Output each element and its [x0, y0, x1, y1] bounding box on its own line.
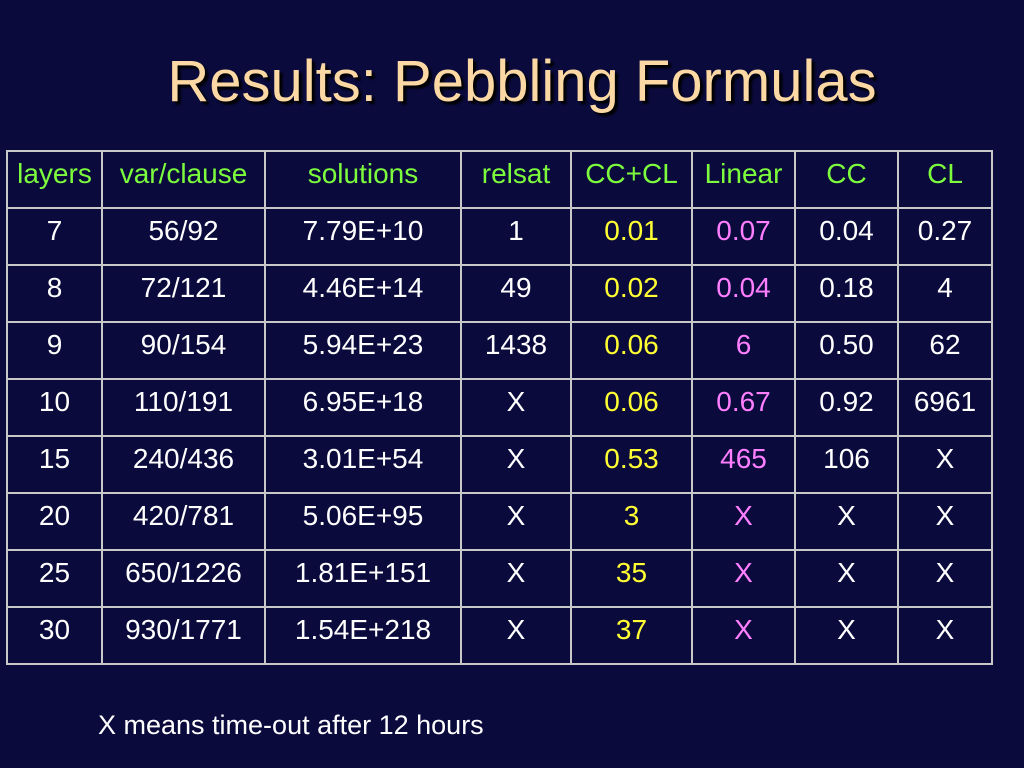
cell-solutions: 5.94E+23 — [264, 321, 462, 380]
cell-relsat: 49 — [460, 264, 572, 323]
cell-linear: X — [691, 492, 796, 551]
table-row: 20 420/781 5.06E+95 X 3 X X X — [6, 492, 993, 551]
table-row: 10 110/191 6.95E+18 X 0.06 0.67 0.92 6961 — [6, 378, 993, 437]
column-header-layers: layers — [6, 150, 103, 209]
cell-cc-cl: 0.06 — [570, 378, 693, 437]
cell-solutions: 1.54E+218 — [264, 606, 462, 665]
cell-solutions: 4.46E+14 — [264, 264, 462, 323]
cell-solutions: 7.79E+10 — [264, 207, 462, 266]
table-row: 7 56/92 7.79E+10 1 0.01 0.07 0.04 0.27 — [6, 207, 993, 266]
table-row: 8 72/121 4.46E+14 49 0.02 0.04 0.18 4 — [6, 264, 993, 323]
cell-solutions: 5.06E+95 — [264, 492, 462, 551]
table-row: 25 650/1226 1.81E+151 X 35 X X X — [6, 549, 993, 608]
footnote: X means time-out after 12 hours — [98, 710, 484, 740]
cell-relsat: 1438 — [460, 321, 572, 380]
cell-var-clause: 650/1226 — [101, 549, 266, 608]
cell-cl: X — [897, 606, 993, 665]
cell-cc-cl: 0.53 — [570, 435, 693, 494]
cell-cl: 6961 — [897, 378, 993, 437]
cell-var-clause: 90/154 — [101, 321, 266, 380]
cell-cc: 0.04 — [794, 207, 899, 266]
column-header-cc: CC — [794, 150, 899, 209]
cell-var-clause: 240/436 — [101, 435, 266, 494]
cell-relsat: X — [460, 492, 572, 551]
cell-cc-cl: 0.06 — [570, 321, 693, 380]
cell-linear: X — [691, 549, 796, 608]
cell-var-clause: 930/1771 — [101, 606, 266, 665]
cell-cc: X — [794, 606, 899, 665]
column-header-linear: Linear — [691, 150, 796, 209]
cell-layers: 7 — [6, 207, 103, 266]
cell-cc-cl: 3 — [570, 492, 693, 551]
cell-relsat: X — [460, 378, 572, 437]
cell-linear: X — [691, 606, 796, 665]
column-header-solutions: solutions — [264, 150, 462, 209]
cell-cc-cl: 0.02 — [570, 264, 693, 323]
cell-var-clause: 72/121 — [101, 264, 266, 323]
slide-title: Results: Pebbling Formulas — [167, 49, 877, 114]
cell-var-clause: 56/92 — [101, 207, 266, 266]
cell-layers: 10 — [6, 378, 103, 437]
cell-cc-cl: 35 — [570, 549, 693, 608]
cell-cc: 0.50 — [794, 321, 899, 380]
cell-layers: 30 — [6, 606, 103, 665]
column-header-var-clause: var/clause — [101, 150, 266, 209]
cell-cc: 106 — [794, 435, 899, 494]
cell-cl: X — [897, 492, 993, 551]
cell-solutions: 6.95E+18 — [264, 378, 462, 437]
cell-layers: 20 — [6, 492, 103, 551]
table-header-row: layers var/clause solutions relsat CC+CL Line… — [6, 150, 993, 209]
column-header-relsat: relsat — [460, 150, 572, 209]
cell-solutions: 1.81E+151 — [264, 549, 462, 608]
cell-cc: X — [794, 492, 899, 551]
column-header-cl: CL — [897, 150, 993, 209]
cell-cl: 62 — [897, 321, 993, 380]
column-header-cc-cl: CC+CL — [570, 150, 693, 209]
cell-cc: 0.92 — [794, 378, 899, 437]
cell-relsat: 1 — [460, 207, 572, 266]
cell-layers: 9 — [6, 321, 103, 380]
cell-relsat: X — [460, 549, 572, 608]
cell-solutions: 3.01E+54 — [264, 435, 462, 494]
table-row: 30 930/1771 1.54E+218 X 37 X X X — [6, 606, 993, 665]
cell-cc-cl: 37 — [570, 606, 693, 665]
cell-cl: 0.27 — [897, 207, 993, 266]
cell-linear: 0.67 — [691, 378, 796, 437]
results-table: layers var/clause solutions relsat CC+CL Line… — [6, 150, 993, 665]
cell-linear: 0.07 — [691, 207, 796, 266]
cell-layers: 8 — [6, 264, 103, 323]
cell-cc-cl: 0.01 — [570, 207, 693, 266]
cell-relsat: X — [460, 435, 572, 494]
cell-cc: 0.18 — [794, 264, 899, 323]
cell-layers: 15 — [6, 435, 103, 494]
cell-cl: 4 — [897, 264, 993, 323]
cell-cl: X — [897, 549, 993, 608]
table-row: 15 240/436 3.01E+54 X 0.53 465 106 X — [6, 435, 993, 494]
cell-linear: 6 — [691, 321, 796, 380]
cell-var-clause: 420/781 — [101, 492, 266, 551]
cell-var-clause: 110/191 — [101, 378, 266, 437]
cell-cc: X — [794, 549, 899, 608]
cell-relsat: X — [460, 606, 572, 665]
table-row: 9 90/154 5.94E+23 1438 0.06 6 0.50 62 — [6, 321, 993, 380]
cell-layers: 25 — [6, 549, 103, 608]
cell-linear: 465 — [691, 435, 796, 494]
cell-cl: X — [897, 435, 993, 494]
cell-linear: 0.04 — [691, 264, 796, 323]
